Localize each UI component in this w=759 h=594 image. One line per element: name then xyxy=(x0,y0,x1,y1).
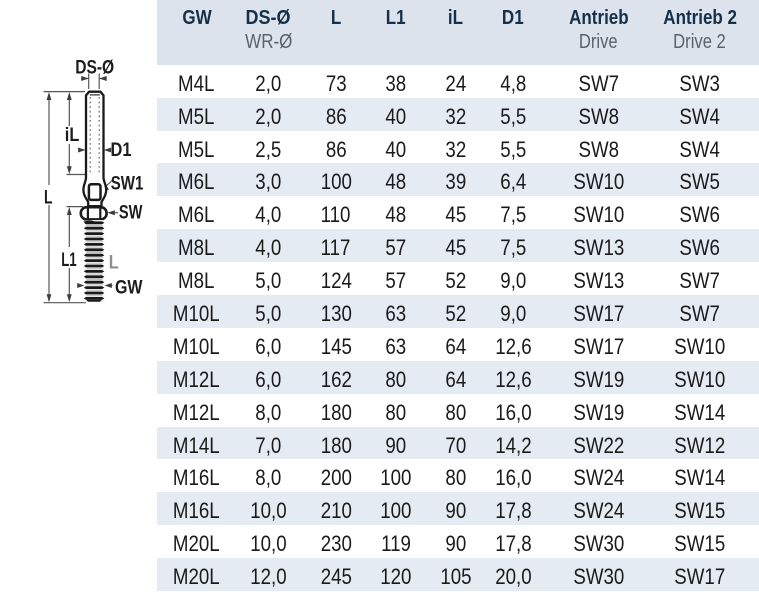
svg-text:L1: L1 xyxy=(61,250,77,271)
svg-text:iL: iL xyxy=(65,125,80,146)
svg-text:GW: GW xyxy=(115,278,143,299)
svg-text:L: L xyxy=(109,253,119,274)
svg-text:DS-Ø: DS-Ø xyxy=(75,58,114,79)
svg-text:D1: D1 xyxy=(111,140,132,161)
svg-text:SW: SW xyxy=(119,203,143,224)
svg-text:SW1: SW1 xyxy=(111,173,144,194)
svg-text:L: L xyxy=(44,187,53,208)
